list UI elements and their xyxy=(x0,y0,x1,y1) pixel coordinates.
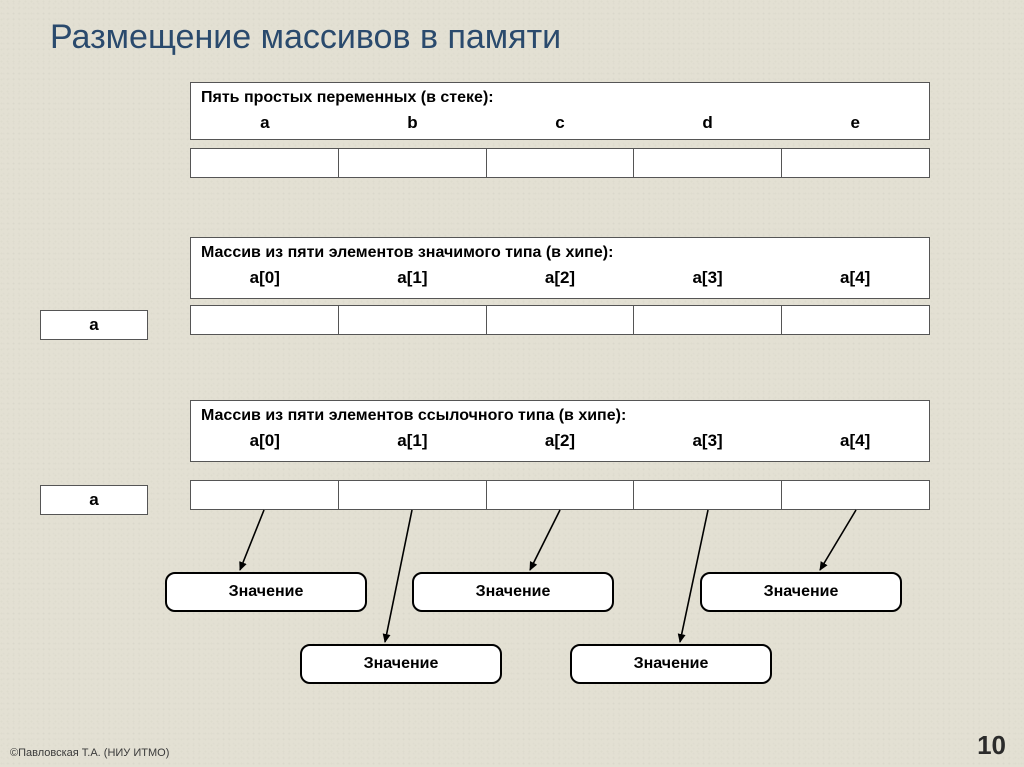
section1-label: d xyxy=(634,109,782,141)
section3-cells xyxy=(190,480,930,510)
section1-title: Пять простых переменных (в стеке): xyxy=(191,83,929,109)
section3-labels: a[0] a[1] a[2] a[3] a[4] xyxy=(191,427,929,459)
section3-cell xyxy=(339,481,487,509)
section1-label: b xyxy=(339,109,487,141)
value-box: Значение xyxy=(700,572,902,612)
section3-label: a[1] xyxy=(339,427,487,459)
section2-label: a[2] xyxy=(486,264,634,296)
section1-label: a xyxy=(191,109,339,141)
section3-cell xyxy=(782,481,929,509)
value-box: Значение xyxy=(300,644,502,684)
section3-header: Массив из пяти элементов ссылочного типа… xyxy=(190,400,930,462)
section3-side-label: a xyxy=(40,485,148,515)
section1-cell xyxy=(487,149,635,177)
section2-label: a[3] xyxy=(634,264,782,296)
section1-cell xyxy=(339,149,487,177)
section2-cell xyxy=(487,306,635,334)
section2-title: Массив из пяти элементов значимого типа … xyxy=(191,238,929,264)
section2-header: Массив из пяти элементов значимого типа … xyxy=(190,237,930,299)
section3-cell xyxy=(634,481,782,509)
value-box: Значение xyxy=(165,572,367,612)
section1-cell xyxy=(634,149,782,177)
section1-header: Пять простых переменных (в стеке): a b c… xyxy=(190,82,930,140)
section2-label: a[0] xyxy=(191,264,339,296)
section2-cells xyxy=(190,305,930,335)
section3-label: a[2] xyxy=(486,427,634,459)
section2-cell xyxy=(191,306,339,334)
section3-cell xyxy=(191,481,339,509)
section3-cell xyxy=(487,481,635,509)
section1-label: e xyxy=(781,109,929,141)
section2-label: a[1] xyxy=(339,264,487,296)
section2-cell xyxy=(782,306,929,334)
section1-labels: a b c d e xyxy=(191,109,929,141)
section1-cell xyxy=(191,149,339,177)
value-box: Значение xyxy=(570,644,772,684)
section3-label: a[4] xyxy=(781,427,929,459)
section1-cells xyxy=(190,148,930,178)
section1-cell xyxy=(782,149,929,177)
value-box: Значение xyxy=(412,572,614,612)
slide-title: Размещение массивов в памяти xyxy=(50,18,561,57)
slide-number: 10 xyxy=(977,730,1006,761)
section3-title: Массив из пяти элементов ссылочного типа… xyxy=(191,401,929,427)
section2-labels: a[0] a[1] a[2] a[3] a[4] xyxy=(191,264,929,296)
footer-copyright: ©Павловская Т.А. (НИУ ИТМО) xyxy=(10,747,169,759)
section1-label: c xyxy=(486,109,634,141)
section2-label: a[4] xyxy=(781,264,929,296)
section2-cell xyxy=(339,306,487,334)
section2-side-label: a xyxy=(40,310,148,340)
section2-cell xyxy=(634,306,782,334)
section3-label: a[3] xyxy=(634,427,782,459)
section3-label: a[0] xyxy=(191,427,339,459)
